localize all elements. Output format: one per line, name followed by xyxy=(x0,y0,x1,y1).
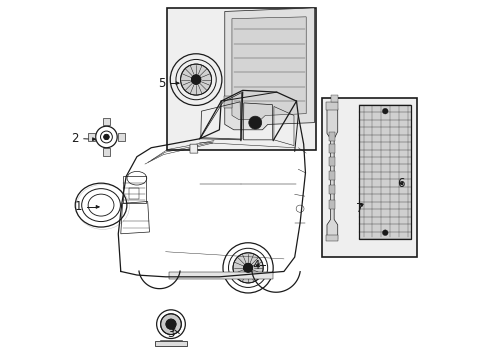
Polygon shape xyxy=(231,17,305,120)
Bar xyxy=(223,96,231,108)
Polygon shape xyxy=(190,144,198,153)
Bar xyxy=(359,105,410,239)
Bar xyxy=(118,134,125,140)
Text: 2: 2 xyxy=(71,132,79,145)
Bar xyxy=(329,185,335,194)
Bar xyxy=(329,132,335,140)
Text: 1: 1 xyxy=(75,201,82,213)
Circle shape xyxy=(382,108,387,114)
Polygon shape xyxy=(326,108,337,239)
Circle shape xyxy=(382,230,387,235)
Circle shape xyxy=(248,116,261,129)
Bar xyxy=(329,200,335,209)
Bar xyxy=(155,341,186,346)
Text: 7: 7 xyxy=(355,202,363,215)
Polygon shape xyxy=(224,8,314,130)
Bar xyxy=(102,148,110,156)
Text: 5: 5 xyxy=(158,77,165,90)
Bar xyxy=(329,144,335,153)
Text: 6: 6 xyxy=(396,177,404,190)
Circle shape xyxy=(168,322,173,326)
Bar xyxy=(329,157,335,166)
Circle shape xyxy=(165,319,176,329)
Circle shape xyxy=(243,264,252,273)
Bar xyxy=(122,176,145,203)
Bar xyxy=(329,171,335,180)
Bar xyxy=(88,134,95,140)
Text: 4: 4 xyxy=(252,259,260,272)
Bar xyxy=(169,272,273,279)
Bar xyxy=(325,234,337,241)
Bar xyxy=(330,95,338,102)
Circle shape xyxy=(180,64,211,95)
Circle shape xyxy=(251,119,258,126)
Circle shape xyxy=(191,75,201,84)
Bar xyxy=(129,188,139,199)
Bar xyxy=(325,102,337,110)
Circle shape xyxy=(233,253,263,283)
Circle shape xyxy=(103,134,109,140)
Bar xyxy=(102,118,110,126)
Bar xyxy=(321,98,416,257)
Circle shape xyxy=(161,314,181,334)
Bar xyxy=(167,8,316,149)
Text: 3: 3 xyxy=(166,327,174,340)
